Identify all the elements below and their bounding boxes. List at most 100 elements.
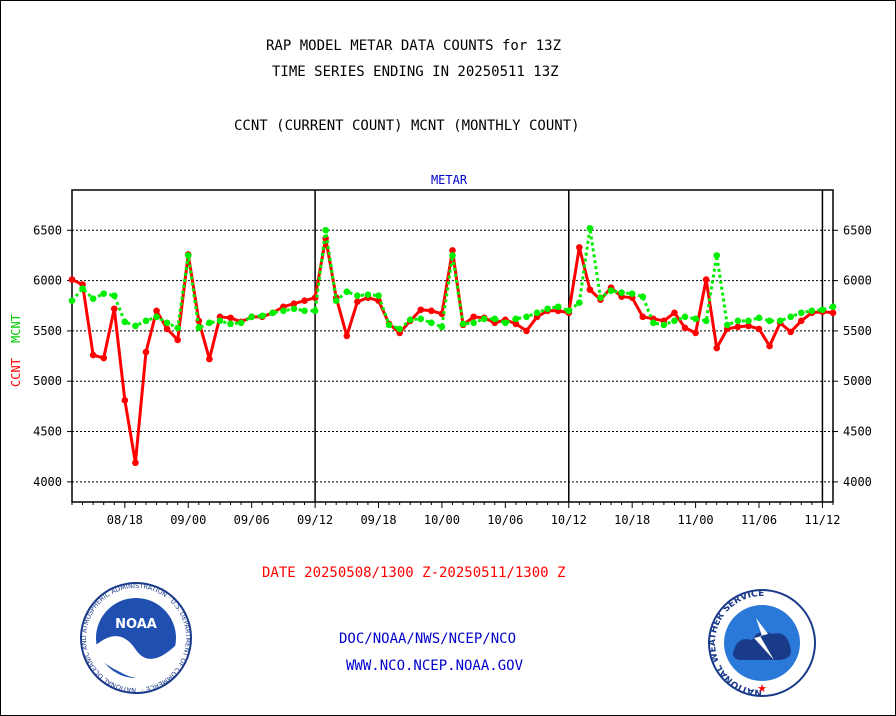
data-point-mcnt [142,317,150,325]
data-point-mcnt [110,292,118,299]
data-point-mcnt [79,285,86,292]
series-mcnt [68,224,837,333]
data-point-mcnt [132,322,139,330]
y-tick-label: 5000 [33,374,62,388]
data-point-ccnt [428,307,435,315]
data-point-ccnt [692,329,699,337]
data-point-ccnt [121,397,129,404]
data-point-mcnt [491,315,499,323]
data-point-mcnt [184,252,192,259]
data-point-mcnt [797,309,805,317]
nws-star-icon: ★ [757,682,767,695]
data-point-mcnt [533,309,541,317]
grid-lines [72,229,833,483]
data-point-ccnt [512,320,520,328]
data-point-mcnt [459,320,467,328]
noaa-logo: NOAA NATIONAL OCEANIC AND ATMOSPHERIC AD… [80,582,192,694]
y-tick-label: 6000 [33,274,62,288]
data-point-mcnt [713,252,721,259]
x-tick-label: 11/06 [741,513,777,527]
y-axis-title-mcnt: MCNT [9,314,23,343]
x-tick-label: 11/12 [804,513,840,527]
data-point-mcnt [364,291,372,298]
y-axis-title-ccnt: CCNT [9,358,23,387]
y-axis-title: CCNT MCNT [9,314,23,387]
y-tick-label: 5500 [33,324,62,338]
data-point-ccnt [354,298,361,306]
x-tick-label: 11/00 [678,513,714,527]
data-point-ccnt [132,459,139,467]
data-point-mcnt [269,309,277,317]
data-point-mcnt [227,320,234,328]
data-point-mcnt [576,299,583,307]
y-axis-right: 4000 4500 5000 5500 6000 6500 [833,223,872,489]
y-tick-label-right: 5000 [843,374,872,388]
data-point-mcnt [660,321,668,329]
data-point-mcnt [565,307,573,315]
data-point-mcnt [639,293,647,300]
y-tick-label-right: 6000 [843,274,872,288]
footer-link-www[interactable]: WWW.NCO.NCEP.NOAA.GOV [346,658,524,674]
data-point-mcnt [301,307,308,315]
series-layer [68,224,837,467]
data-point-mcnt [311,307,319,315]
day-boundary-lines [314,190,824,502]
date-range: DATE 20250508/1300 Z-20250511/1300 Z [262,565,566,581]
data-point-mcnt [829,303,837,311]
data-point-mcnt [216,317,224,325]
y-tick-label-right: 4000 [843,475,872,489]
data-point-mcnt [354,292,361,299]
data-point-mcnt [153,313,160,321]
data-point-mcnt [766,317,773,325]
data-point-ccnt [417,306,425,314]
data-point-mcnt [512,315,520,323]
data-point-mcnt [819,306,826,314]
x-tick-label: 10/12 [551,513,587,527]
data-point-ccnt [829,309,837,317]
y-tick-label: 4500 [33,425,62,439]
data-point-ccnt [290,300,298,308]
data-point-mcnt [332,297,340,305]
y-tick-label: 4000 [33,475,62,489]
data-point-mcnt [734,317,742,325]
data-point-ccnt [153,307,160,315]
data-point-mcnt [650,319,657,327]
x-tick-label: 08/18 [107,513,143,527]
data-point-ccnt [671,309,678,317]
data-point-ccnt [301,297,308,305]
data-point-mcnt [523,313,530,321]
data-point-ccnt [713,344,721,352]
data-point-mcnt [544,305,551,313]
y-axis-left: 4000 4500 5000 5500 6000 6500 [33,223,72,489]
data-point-mcnt [681,313,689,321]
data-point-ccnt [681,324,689,332]
data-point-mcnt [480,315,488,323]
data-point-mcnt [322,226,329,234]
data-point-mcnt [724,321,731,329]
data-point-mcnt [174,324,181,332]
footer-link-doc[interactable]: DOC/NOAA/NWS/NCEP/NCO [339,631,517,647]
data-point-mcnt [206,319,213,327]
data-point-ccnt [639,313,647,321]
data-point-mcnt [100,290,108,297]
data-point-ccnt [745,322,752,330]
data-point-mcnt [628,290,636,297]
data-point-ccnt [174,336,181,344]
x-tick-label: 09/12 [297,513,333,527]
data-point-mcnt [121,318,129,326]
data-point-mcnt [618,289,625,296]
data-point-ccnt [110,305,118,313]
data-point-mcnt [68,297,76,305]
data-point-ccnt [523,327,530,335]
data-point-mcnt [502,319,509,327]
data-point-ccnt [343,332,351,340]
noaa-logo-text: NOAA [115,617,157,632]
data-point-ccnt [797,317,805,325]
data-point-mcnt [449,252,456,259]
data-point-mcnt [554,303,562,311]
data-point-ccnt [470,313,477,321]
nws-logo: NATIONAL WEATHER SERVICE ★ [708,589,816,697]
chart-subtitle: CCNT (CURRENT COUNT) MCNT (MONTHLY COUNT… [234,118,580,134]
data-point-ccnt [734,323,742,331]
